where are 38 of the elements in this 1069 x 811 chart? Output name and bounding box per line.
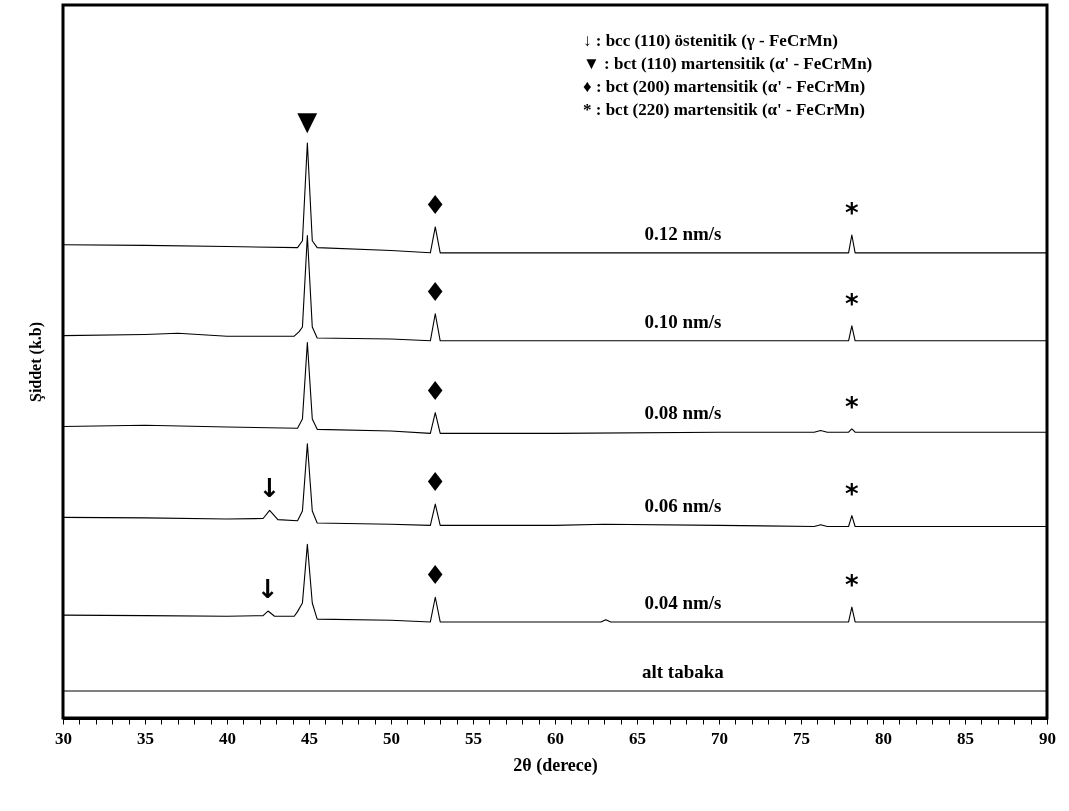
text: * : bct (220) martensitik (α' - FeCrMn) — [583, 100, 865, 119]
annotation: ▼ — [297, 106, 318, 136]
x-tick-label: 60 — [547, 728, 564, 748]
x-tick-label: 80 — [875, 728, 892, 748]
series-label: 0.12 nm/s — [644, 222, 722, 244]
text: ▼ : bct (110) martensitik (α' - FeCrMn) — [583, 54, 873, 73]
annotation: * — [845, 570, 860, 601]
x-tick-label: 30 — [55, 728, 72, 748]
annotation: * — [845, 391, 860, 422]
x-tick-label: 40 — [219, 728, 236, 748]
x-tick-label: 55 — [465, 728, 482, 748]
text: ↓ : bcc (110) östenitik (γ - FeCrMn) — [583, 31, 838, 50]
series-label: 0.06 nm/s — [644, 495, 722, 517]
x-tick-label: 75 — [793, 728, 810, 748]
series-label: alt tabaka — [642, 660, 725, 682]
series-label: 0.04 nm/s — [644, 591, 722, 613]
x-tick-label: 65 — [629, 728, 646, 748]
annotation: ♦ — [423, 467, 447, 498]
x-tick-label: 45 — [301, 728, 318, 748]
x-tick-label: 85 — [957, 728, 974, 748]
x-axis-title: 2θ (derece) — [513, 754, 598, 776]
annotation: ♦ — [423, 276, 447, 307]
annotation: * — [845, 288, 860, 319]
annotation: ♦ — [423, 375, 447, 406]
annotation: ↓ — [257, 574, 279, 605]
annotation: ↓ — [258, 473, 281, 504]
text: ♦ : bct (200) martensitik (α' - FeCrMn) — [583, 77, 866, 96]
annotation: ♦ — [423, 560, 447, 591]
annotation: ♦ — [423, 189, 447, 220]
x-tick-label: 35 — [137, 728, 154, 748]
y-axis-title: Şiddet (k.b) — [26, 321, 45, 403]
series-label: 0.10 nm/s — [644, 310, 722, 332]
x-tick-label: 90 — [1039, 728, 1056, 748]
x-tick-label: 70 — [711, 728, 728, 748]
annotation: * — [845, 478, 860, 509]
annotation: * — [845, 198, 860, 228]
series-label: 0.08 nm/s — [644, 402, 722, 424]
x-tick-label: 50 — [383, 728, 400, 748]
